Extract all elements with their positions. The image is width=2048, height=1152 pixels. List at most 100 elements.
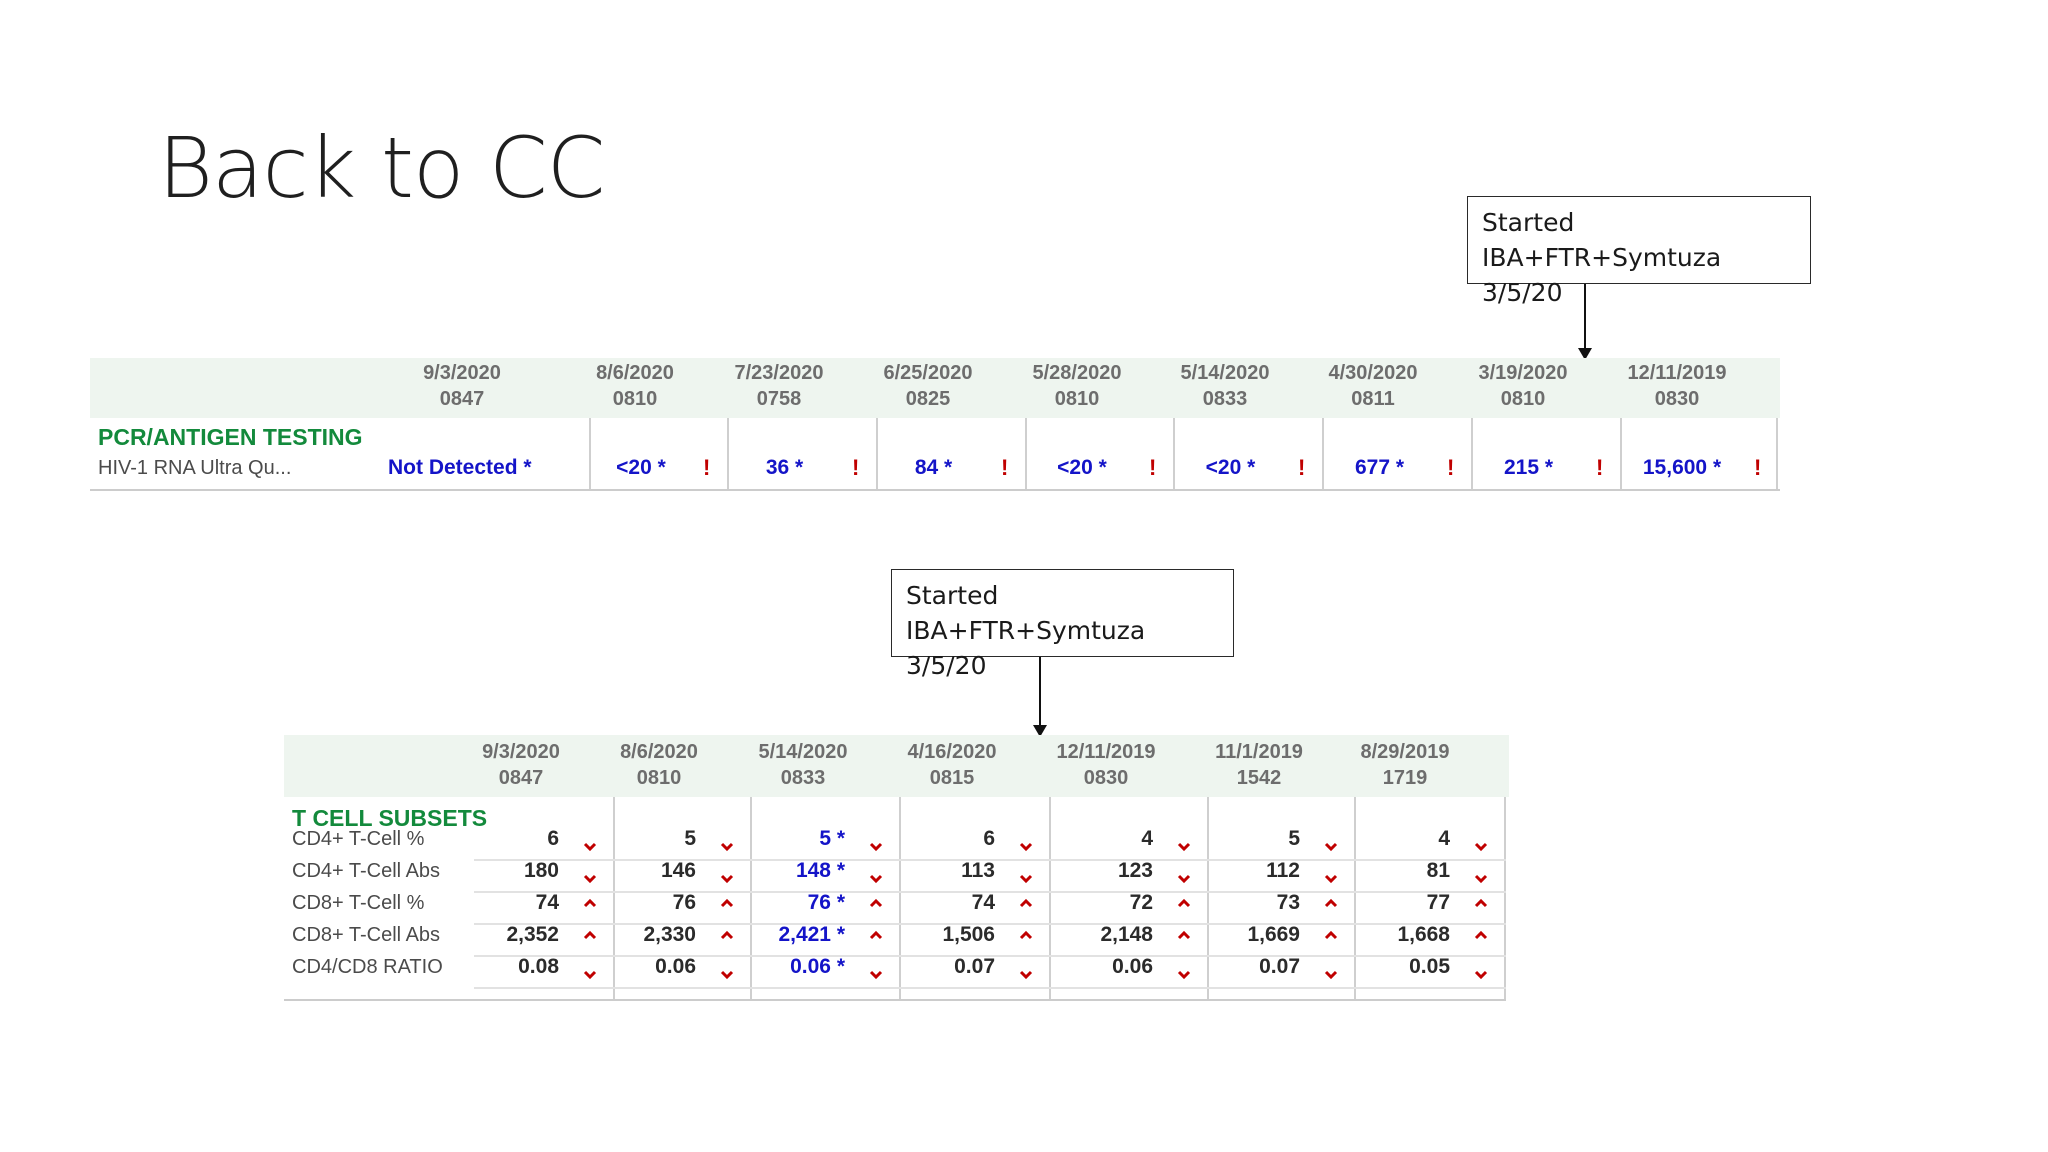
trend-up-icon (583, 893, 597, 908)
trend-down-icon (720, 869, 734, 884)
column-date: 5/14/2020 (1180, 362, 1270, 384)
trend-down-icon (1324, 965, 1338, 980)
column-time: 0833 (1202, 388, 1248, 410)
tcell-value: 5 (1288, 827, 1300, 850)
trend-down-icon (583, 965, 597, 980)
pcr-value: 36 * (765, 456, 804, 479)
trend-down-icon (1177, 837, 1191, 852)
column-time: 0810 (1500, 388, 1546, 410)
pcr-value: 677 * (1354, 456, 1405, 479)
trend-up-icon (869, 925, 883, 940)
tcell-row-divider (474, 859, 1506, 861)
tcell-column-header: 5/14/2020 0833 (728, 739, 878, 791)
tcell-value: 6 (547, 827, 559, 850)
tcell-value: 4 (1438, 827, 1450, 850)
column-date: 8/6/2020 (596, 362, 674, 384)
tcell-value: 2,330 (643, 923, 696, 946)
pcr-row-label: HIV-1 RNA Ultra Qu... (98, 457, 292, 479)
tcell-column-header: 11/1/2019 1542 (1184, 739, 1334, 791)
pcr-column-header: 12/11/2019 0830 (1602, 360, 1752, 412)
tcell-value: 6 (983, 827, 995, 850)
flag-icon: ! (703, 455, 711, 480)
tcell-column-divider (1207, 797, 1209, 1001)
tcell-section-title: T CELL SUBSETS (292, 805, 488, 831)
annotation-line2: IBA+FTR+Symtuza 3/5/20 (906, 616, 1146, 680)
column-time: 0830 (1654, 388, 1700, 410)
column-date: 8/29/2019 (1360, 741, 1450, 763)
tcell-column-divider (1049, 797, 1051, 1001)
flag-icon: ! (1149, 455, 1157, 480)
tcell-value: 0.06 (1112, 955, 1153, 978)
column-date: 5/28/2020 (1032, 362, 1122, 384)
column-date: 12/11/2019 (1627, 362, 1727, 384)
flag-icon: ! (852, 455, 860, 480)
tcell-row-label: CD8+ T-Cell Abs (292, 924, 441, 946)
column-time: 0758 (756, 388, 802, 410)
column-time: 0847 (498, 767, 544, 789)
tcell-row-divider (474, 955, 1506, 957)
trend-down-icon (583, 837, 597, 852)
column-date: 12/11/2019 (1056, 741, 1156, 763)
trend-down-icon (1474, 869, 1488, 884)
column-time: 0830 (1083, 767, 1129, 789)
column-time: 0810 (612, 388, 658, 410)
tcell-row-label: CD4+ T-Cell Abs (292, 860, 441, 882)
column-date: 4/30/2020 (1328, 362, 1418, 384)
trend-down-icon (1019, 869, 1033, 884)
tcell-value: 0.07 (954, 955, 995, 978)
tcell-row-divider (474, 891, 1506, 893)
tcell-column-header: 12/11/2019 0830 (1031, 739, 1181, 791)
pcr-column-header: 7/23/2020 0758 (704, 360, 854, 412)
tcell-value: 148 * (795, 859, 845, 882)
trend-down-icon (1019, 965, 1033, 980)
trend-up-icon (1474, 925, 1488, 940)
tcell-column-header: 4/16/2020 0815 (877, 739, 1027, 791)
tcell-column-divider (613, 797, 615, 1001)
pcr-column-header: 9/3/2020 0847 (387, 360, 537, 412)
t-cell-subsets-table: 9/3/2020 0847 8/6/2020 0810 5/14/2020 0833 4/1… (284, 735, 1509, 1003)
trend-up-icon (1019, 893, 1033, 908)
trend-up-icon (1324, 893, 1338, 908)
tcell-value: 5 * (819, 827, 845, 850)
column-date: 9/3/2020 (482, 741, 560, 763)
tcell-column-header: 8/6/2020 0810 (584, 739, 734, 791)
trend-up-icon (583, 925, 597, 940)
pcr-value: 84 * (914, 456, 953, 479)
pcr-section-title: PCR/ANTIGEN TESTING (98, 424, 363, 450)
column-time: 0847 (439, 388, 485, 410)
pcr-value: <20 * (1057, 456, 1107, 479)
annotation-box-pcr: Started IBA+FTR+Symtuza 3/5/20 (1467, 196, 1811, 307)
pcr-header-band (90, 358, 1780, 418)
annotation-line2: IBA+FTR+Symtuza 3/5/20 (1482, 243, 1722, 307)
tcell-column-divider (1504, 797, 1506, 1001)
trend-up-icon (1474, 893, 1488, 908)
tcell-value: 180 (523, 859, 559, 882)
trend-down-icon (869, 837, 883, 852)
trend-up-icon (1177, 925, 1191, 940)
flag-icon: ! (1298, 455, 1306, 480)
column-date: 3/19/2020 (1478, 362, 1568, 384)
pcr-value: <20 * (616, 456, 666, 479)
column-date: 11/1/2019 (1215, 741, 1303, 763)
tcell-row-label: CD4+ T-Cell % (292, 828, 425, 850)
column-time: 1719 (1382, 767, 1428, 789)
trend-down-icon (1177, 869, 1191, 884)
tcell-value: 2,421 * (778, 923, 845, 946)
tcell-header-band (284, 735, 1509, 797)
trend-down-icon (1019, 837, 1033, 852)
tcell-value: 0.07 (1259, 955, 1300, 978)
column-date: 7/23/2020 (734, 362, 824, 384)
tcell-value: 0.08 (518, 955, 559, 978)
annotation-line1: Started (1482, 208, 1575, 237)
tcell-value: 73 (1276, 891, 1300, 914)
trend-down-icon (1474, 837, 1488, 852)
tcell-value: 0.05 (1409, 955, 1450, 978)
column-date: 9/3/2020 (423, 362, 501, 384)
tcell-value: 74 (971, 891, 995, 914)
tcell-value: 5 (684, 827, 696, 850)
tcell-value: 112 (1266, 859, 1300, 882)
pcr-column-header: 4/30/2020 0811 (1298, 360, 1448, 412)
pcr-column-header: 5/14/2020 0833 (1150, 360, 1300, 412)
tcell-value: 0.06 (655, 955, 696, 978)
tcell-value: 113 (961, 859, 995, 882)
